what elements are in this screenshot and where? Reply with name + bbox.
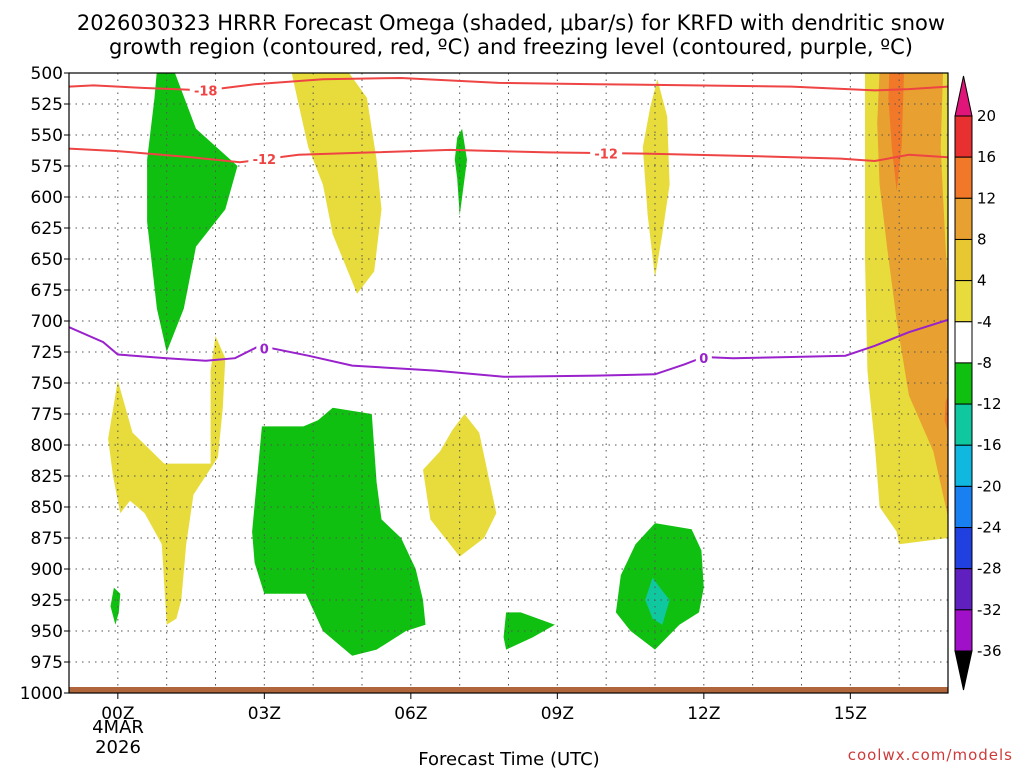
omega-region-yellow-11Z-upper bbox=[642, 79, 670, 278]
contour-label-bg-2 bbox=[590, 145, 623, 162]
y-tick-label-800: 800 bbox=[31, 436, 63, 456]
omega-region-yellow-0430Z-upper bbox=[291, 73, 382, 294]
contour-label-bg-4 bbox=[695, 350, 712, 367]
contour-label-bg-3 bbox=[256, 340, 273, 357]
colorbar-label-12: 12 bbox=[977, 189, 996, 207]
omega-region-orange-16Z-strip bbox=[877, 73, 948, 517]
contour-line--12-1 bbox=[69, 147, 948, 164]
x-tick-label-00Z: 00Z bbox=[101, 704, 134, 724]
y-tick-label-875: 875 bbox=[31, 529, 63, 549]
omega-region-teal-11Z-core bbox=[645, 577, 670, 625]
y-tick-label-650: 650 bbox=[31, 250, 63, 270]
contour-label-0-4: 0 bbox=[699, 352, 708, 367]
x-axis: 00Z 03Z 06Z 09Z 12Z 15Z bbox=[101, 693, 867, 724]
contour-line--18-0 bbox=[69, 76, 948, 92]
y-tick-label-900: 900 bbox=[31, 560, 63, 580]
colorbar-bin-12 bbox=[954, 609, 973, 652]
omega-region-green-07Z-upper bbox=[454, 128, 467, 216]
x-tick-label-09Z: 09Z bbox=[541, 704, 574, 724]
credit-text: coolwx.com/models bbox=[848, 746, 1013, 764]
colorbar-label-4: 4 bbox=[977, 272, 987, 290]
x-tick-label-15Z: 15Z bbox=[834, 704, 867, 724]
colorbar-label--4: -4 bbox=[977, 313, 992, 331]
y-tick-label-550: 550 bbox=[31, 126, 63, 146]
colorbar-bin-6 bbox=[954, 362, 973, 405]
y-tick-label-950: 950 bbox=[31, 622, 63, 642]
y-tick-label-500: 500 bbox=[31, 64, 63, 84]
colorbar-label-20: 20 bbox=[977, 107, 996, 125]
contour-label--12-1: -12 bbox=[253, 153, 277, 168]
y-tick-label-525: 525 bbox=[31, 95, 63, 115]
colorbar-bin-4 bbox=[954, 280, 973, 323]
omega-region-green-0430Z-lower bbox=[252, 407, 426, 656]
contour-label--18-0: -18 bbox=[194, 84, 218, 99]
omega-region-red-16Z-core bbox=[888, 73, 905, 191]
omega-region-yellow-0130Z-lower bbox=[108, 335, 226, 625]
colorbar: 20 16 12 8 4 -4 -8 -12 -16 -20 -24 -28 -32 -36 bbox=[954, 75, 1002, 691]
y-tick-label-975: 975 bbox=[31, 653, 63, 673]
y-tick-label-600: 600 bbox=[31, 188, 63, 208]
colorbar-bin-1 bbox=[954, 156, 973, 199]
y-tick-label-625: 625 bbox=[31, 219, 63, 239]
omega-region-green-08Z-blip bbox=[503, 612, 555, 650]
colorbar-bin-9 bbox=[954, 485, 973, 529]
y-tick-label-850: 850 bbox=[31, 498, 63, 518]
x-axis-title: Forecast Time (UTC) bbox=[418, 749, 599, 768]
y-tick-label-925: 925 bbox=[31, 591, 63, 611]
y-tick-label-575: 575 bbox=[31, 157, 63, 177]
colorbar-bottom-arrow bbox=[954, 650, 973, 691]
colorbar-bin-5 bbox=[954, 321, 973, 364]
y-tick-label-700: 700 bbox=[31, 312, 63, 332]
colorbar-bin-3 bbox=[954, 238, 973, 282]
x-date-label-day: 4MAR bbox=[92, 717, 144, 738]
colorbar-label--24: -24 bbox=[977, 519, 1002, 537]
contour-label-bg-1 bbox=[248, 151, 281, 168]
y-tick-label-725: 725 bbox=[31, 343, 63, 363]
y-tick-label-1000: 1000 bbox=[20, 684, 63, 704]
colorbar-label--32: -32 bbox=[977, 601, 1002, 619]
colorbar-bin-7 bbox=[954, 403, 973, 446]
colorbar-label--16: -16 bbox=[977, 436, 1002, 454]
contour-label-0-3: 0 bbox=[260, 342, 269, 357]
chart-title-line1: 2026030323 HRRR Forecast Omega (shaded, … bbox=[77, 11, 945, 35]
omega-region-green-11Z-lower bbox=[615, 523, 704, 650]
contour-label-bg-0 bbox=[189, 82, 222, 99]
contour-line-0-3 bbox=[69, 318, 948, 378]
contour-label-layer: -18 -12 -12 0 0 bbox=[189, 82, 712, 367]
colorbar-bin-2 bbox=[954, 197, 973, 240]
y-tick-label-675: 675 bbox=[31, 281, 63, 301]
colorbar-bin-0 bbox=[954, 115, 973, 158]
colorbar-top-arrow bbox=[954, 75, 973, 117]
colorbar-bin-10 bbox=[954, 527, 973, 570]
colorbar-label--8: -8 bbox=[977, 354, 992, 372]
contour-layer bbox=[69, 76, 948, 378]
colorbar-bin-8 bbox=[954, 444, 973, 487]
colorbar-label-16: 16 bbox=[977, 148, 996, 166]
colorbar-label-8: 8 bbox=[977, 230, 987, 248]
y-axis: 500 525 550 575 600 625 650 675 700 725 750 775 800 8… bbox=[20, 64, 69, 704]
omega-region-green-00Z-blip bbox=[110, 587, 121, 625]
x-tick-label-03Z: 03Z bbox=[248, 704, 281, 724]
y-tick-label-750: 750 bbox=[31, 374, 63, 394]
chart-title-line2: growth region (contoured, red, ºC) and f… bbox=[109, 35, 913, 59]
x-date-label-year: 2026 bbox=[95, 737, 141, 758]
colorbar-label--36: -36 bbox=[977, 642, 1002, 660]
omega-region-red-1658Z-blip bbox=[944, 395, 948, 433]
x-tick-label-12Z: 12Z bbox=[687, 704, 720, 724]
x-tick-label-06Z: 06Z bbox=[394, 704, 427, 724]
colorbar-label--20: -20 bbox=[977, 477, 1002, 495]
colorbar-label--28: -28 bbox=[977, 560, 1002, 578]
colorbar-label--12: -12 bbox=[977, 395, 1002, 413]
omega-shading-layer bbox=[108, 73, 948, 656]
omega-region-green-0130Z-upper bbox=[147, 73, 238, 352]
omega-region-yellow-07Z-lower bbox=[423, 414, 497, 557]
y-tick-label-825: 825 bbox=[31, 467, 63, 487]
y-tick-label-775: 775 bbox=[31, 405, 63, 425]
contour-label--12-2: -12 bbox=[594, 148, 618, 163]
colorbar-bin-11 bbox=[954, 568, 973, 611]
ground-surface bbox=[69, 687, 948, 693]
